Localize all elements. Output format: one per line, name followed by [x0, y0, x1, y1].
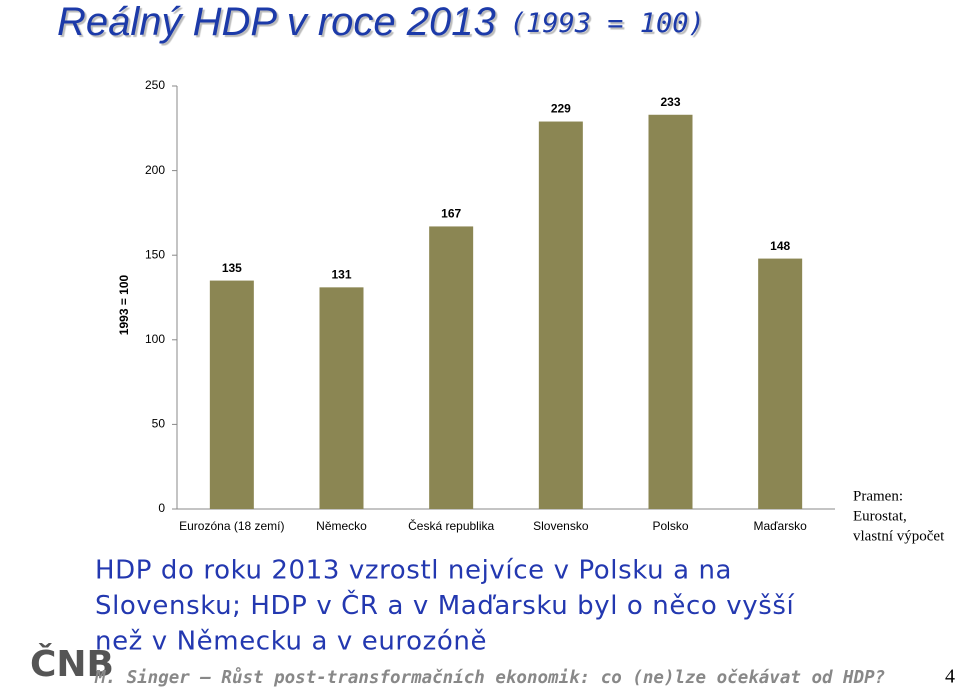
y-tick-label: 0: [158, 501, 165, 515]
footer: M. Singer – Růst post-transformačních ek…: [94, 666, 885, 688]
bar: [319, 287, 364, 509]
bar: [209, 280, 254, 509]
body-text-line: Slovensku; HDP v ČR a v Maďarsku byl o n…: [95, 589, 794, 621]
y-tick-label: 200: [145, 163, 165, 177]
y-axis-label: 1993 = 100: [117, 274, 131, 335]
y-tick-label: 250: [145, 78, 165, 92]
logo: ČNB: [30, 643, 114, 685]
bar: [648, 114, 693, 509]
y-tick-label: 150: [145, 247, 165, 261]
value-label: 233: [660, 95, 680, 109]
body-text-line: než v Německu a v eurozóně: [95, 627, 487, 657]
value-label: 229: [551, 102, 571, 116]
x-tick-label: Německo: [316, 519, 367, 533]
source-line: vlastní výpočet: [853, 528, 945, 544]
value-label: 131: [331, 268, 351, 282]
value-label: 148: [770, 239, 790, 253]
x-tick-label: Česká republika: [408, 518, 494, 533]
body-text-line: HDP do roku 2013 vzrostl nejvíce v Polsk…: [95, 556, 732, 586]
y-tick-label: 50: [152, 417, 166, 431]
bar: [538, 121, 583, 510]
source-line: Eurostat,: [853, 508, 907, 524]
title: Reálný HDP v roce 2013: [57, 0, 496, 44]
y-tick-label: 100: [145, 332, 165, 346]
source-line: Pramen:: [853, 488, 903, 504]
x-tick-label: Polsko: [652, 519, 688, 533]
value-label: 167: [441, 207, 461, 221]
value-label: 135: [222, 261, 242, 275]
x-tick-label: Eurozóna (18 zemí): [179, 519, 284, 533]
bar: [429, 226, 474, 509]
slide-title: Reálný HDP v roce 2013 (1993 = 100): [57, 0, 705, 44]
page-number: 4: [945, 666, 955, 688]
subtitle: (1993 = 100): [510, 8, 705, 39]
bar: [758, 258, 803, 509]
x-tick-label: Maďarsko: [753, 519, 807, 533]
x-tick-label: Slovensko: [533, 519, 589, 533]
